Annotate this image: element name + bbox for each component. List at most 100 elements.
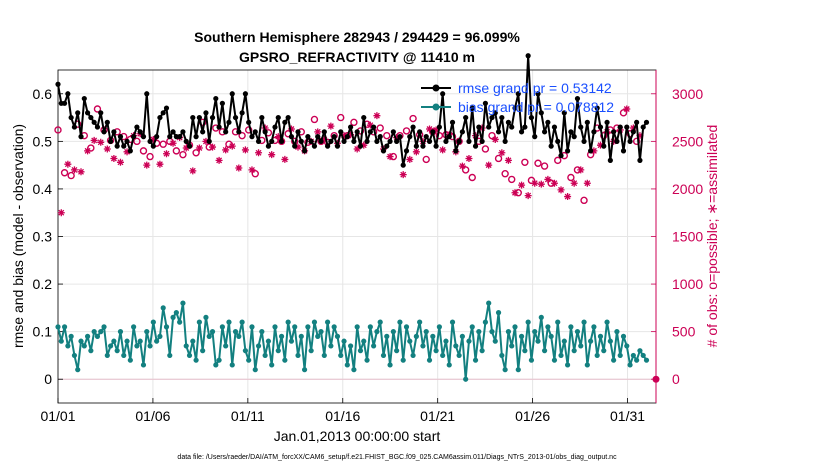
obs-assimilated-point-73 [294,143,302,151]
rmse-point-157 [571,134,577,140]
bias-point-76 [305,324,311,330]
y-axis-left-label: rmse and bias (model - observation) [10,124,26,348]
bias-point-172 [620,333,627,339]
obs-assimilated-point-13 [97,138,105,146]
rmse-point-148 [541,129,548,135]
bias-point-84 [331,324,337,330]
bias-point-55 [236,333,242,339]
bias-point-154 [561,338,567,344]
rmse-point-166 [601,143,607,149]
bias-point-94 [364,357,370,363]
rmse-point-25 [137,129,143,135]
bias-point-47 [209,329,216,335]
bias-point-139 [512,324,518,330]
obs-possible-point-176 [632,137,641,146]
data-file-footnote: data file: /Users/raeder/DAI/ATM_forcXX/… [177,454,617,461]
bias-point-19 [117,329,124,335]
bias-point-18 [114,348,120,354]
rmse-point-101 [387,138,393,144]
rmse-point-172 [620,148,627,154]
bias-point-16 [108,343,114,349]
bias-point-112 [423,329,429,335]
rmse-point-170 [614,138,620,144]
obs-assimilated-point-47 [209,143,217,151]
bias-point-46 [206,333,212,339]
obs-assimilated-point-45 [202,137,210,145]
rmse-point-77 [308,138,314,144]
obs-possible-point-100 [383,131,391,140]
obs-assimilated-point-117 [439,146,447,154]
bias-point-175 [630,352,636,359]
bias-point-25 [137,338,143,344]
obs-assimilated-point-31 [156,160,164,168]
y-axis-right-ticks: 0 500 1000 1500 2000 2500 3000 [651,70,703,403]
bias-point-91 [354,324,360,330]
rmse-point-155 [565,148,571,154]
rmse-point-112 [423,134,429,140]
rmse-point-128 [476,124,482,130]
bias-point-3 [65,343,71,349]
rmse-point-10 [88,114,94,121]
obs-assimilated-point-79 [314,128,322,136]
bias-point-120 [449,319,456,325]
rmse-point-167 [604,119,610,125]
obs-possible-point-152 [554,156,562,165]
rmse-point-48 [213,95,219,102]
obs-possible-point-130 [481,145,490,153]
rmse-point-64 [265,143,272,149]
obs-possible-point-136 [501,170,509,178]
rmse-point-113 [426,138,433,144]
bias-point-14 [101,324,107,330]
bias-point-99 [380,352,387,359]
rmse-point-135 [499,114,505,121]
bias-point-96 [371,343,377,349]
rmse-point-94 [364,138,370,144]
bias-point-179 [643,357,650,363]
rmse-point-29 [150,143,156,149]
x-axis-ticks: 01/01 01/06 01/11 01/16 01/21 01/26 01/31 [40,398,645,424]
bias-point-164 [594,352,600,359]
obs-assimilated-point-109 [412,148,420,156]
rmse-point-0 [55,81,61,87]
legend-bias-marker [432,103,440,111]
bias-point-113 [426,357,433,363]
bias-point-105 [400,357,406,363]
bias-point-144 [528,357,535,363]
rmse-point-105 [400,162,406,168]
rmse-point-75 [301,148,308,154]
rmse-point-150 [548,143,554,149]
rmse-point-98 [377,134,383,140]
bias-point-40 [186,352,193,359]
rmse-point-37 [177,134,183,140]
bias-point-26 [140,362,147,368]
rmse-point-67 [275,114,281,121]
bias-point-66 [272,324,278,330]
rmse-point-90 [351,138,357,144]
obs-possible-point-90 [350,118,358,127]
bias-point-111 [420,343,426,349]
bias-point-153 [558,352,564,359]
rmse-point-137 [505,119,512,125]
rmse-point-109 [413,143,419,149]
y-left-tick-label-2: 0.2 [33,276,53,292]
rmse-point-153 [558,153,564,159]
bias-point-101 [387,362,393,368]
rmse-point-51 [223,129,229,135]
rmse-point-13 [98,110,104,116]
bias-point-23 [131,324,137,330]
rmse-point-108 [410,124,416,130]
bias-point-71 [288,338,295,344]
rmse-point-144 [528,114,535,121]
bias-point-146 [535,338,541,344]
obs-assimilated-point-57 [241,146,249,154]
bias-point-145 [532,329,538,335]
rmse-point-22 [127,148,133,154]
rmse-point-163 [591,129,597,135]
y-right-tick-label-5: 2500 [672,133,703,149]
bias-point-88 [344,362,350,368]
obs-assimilated-point-55 [235,164,243,172]
legend-bias-label: bias grand pr = 0.078812 [458,99,614,115]
bias-point-41 [190,338,196,344]
obs-assimilated-point-69 [281,155,289,163]
